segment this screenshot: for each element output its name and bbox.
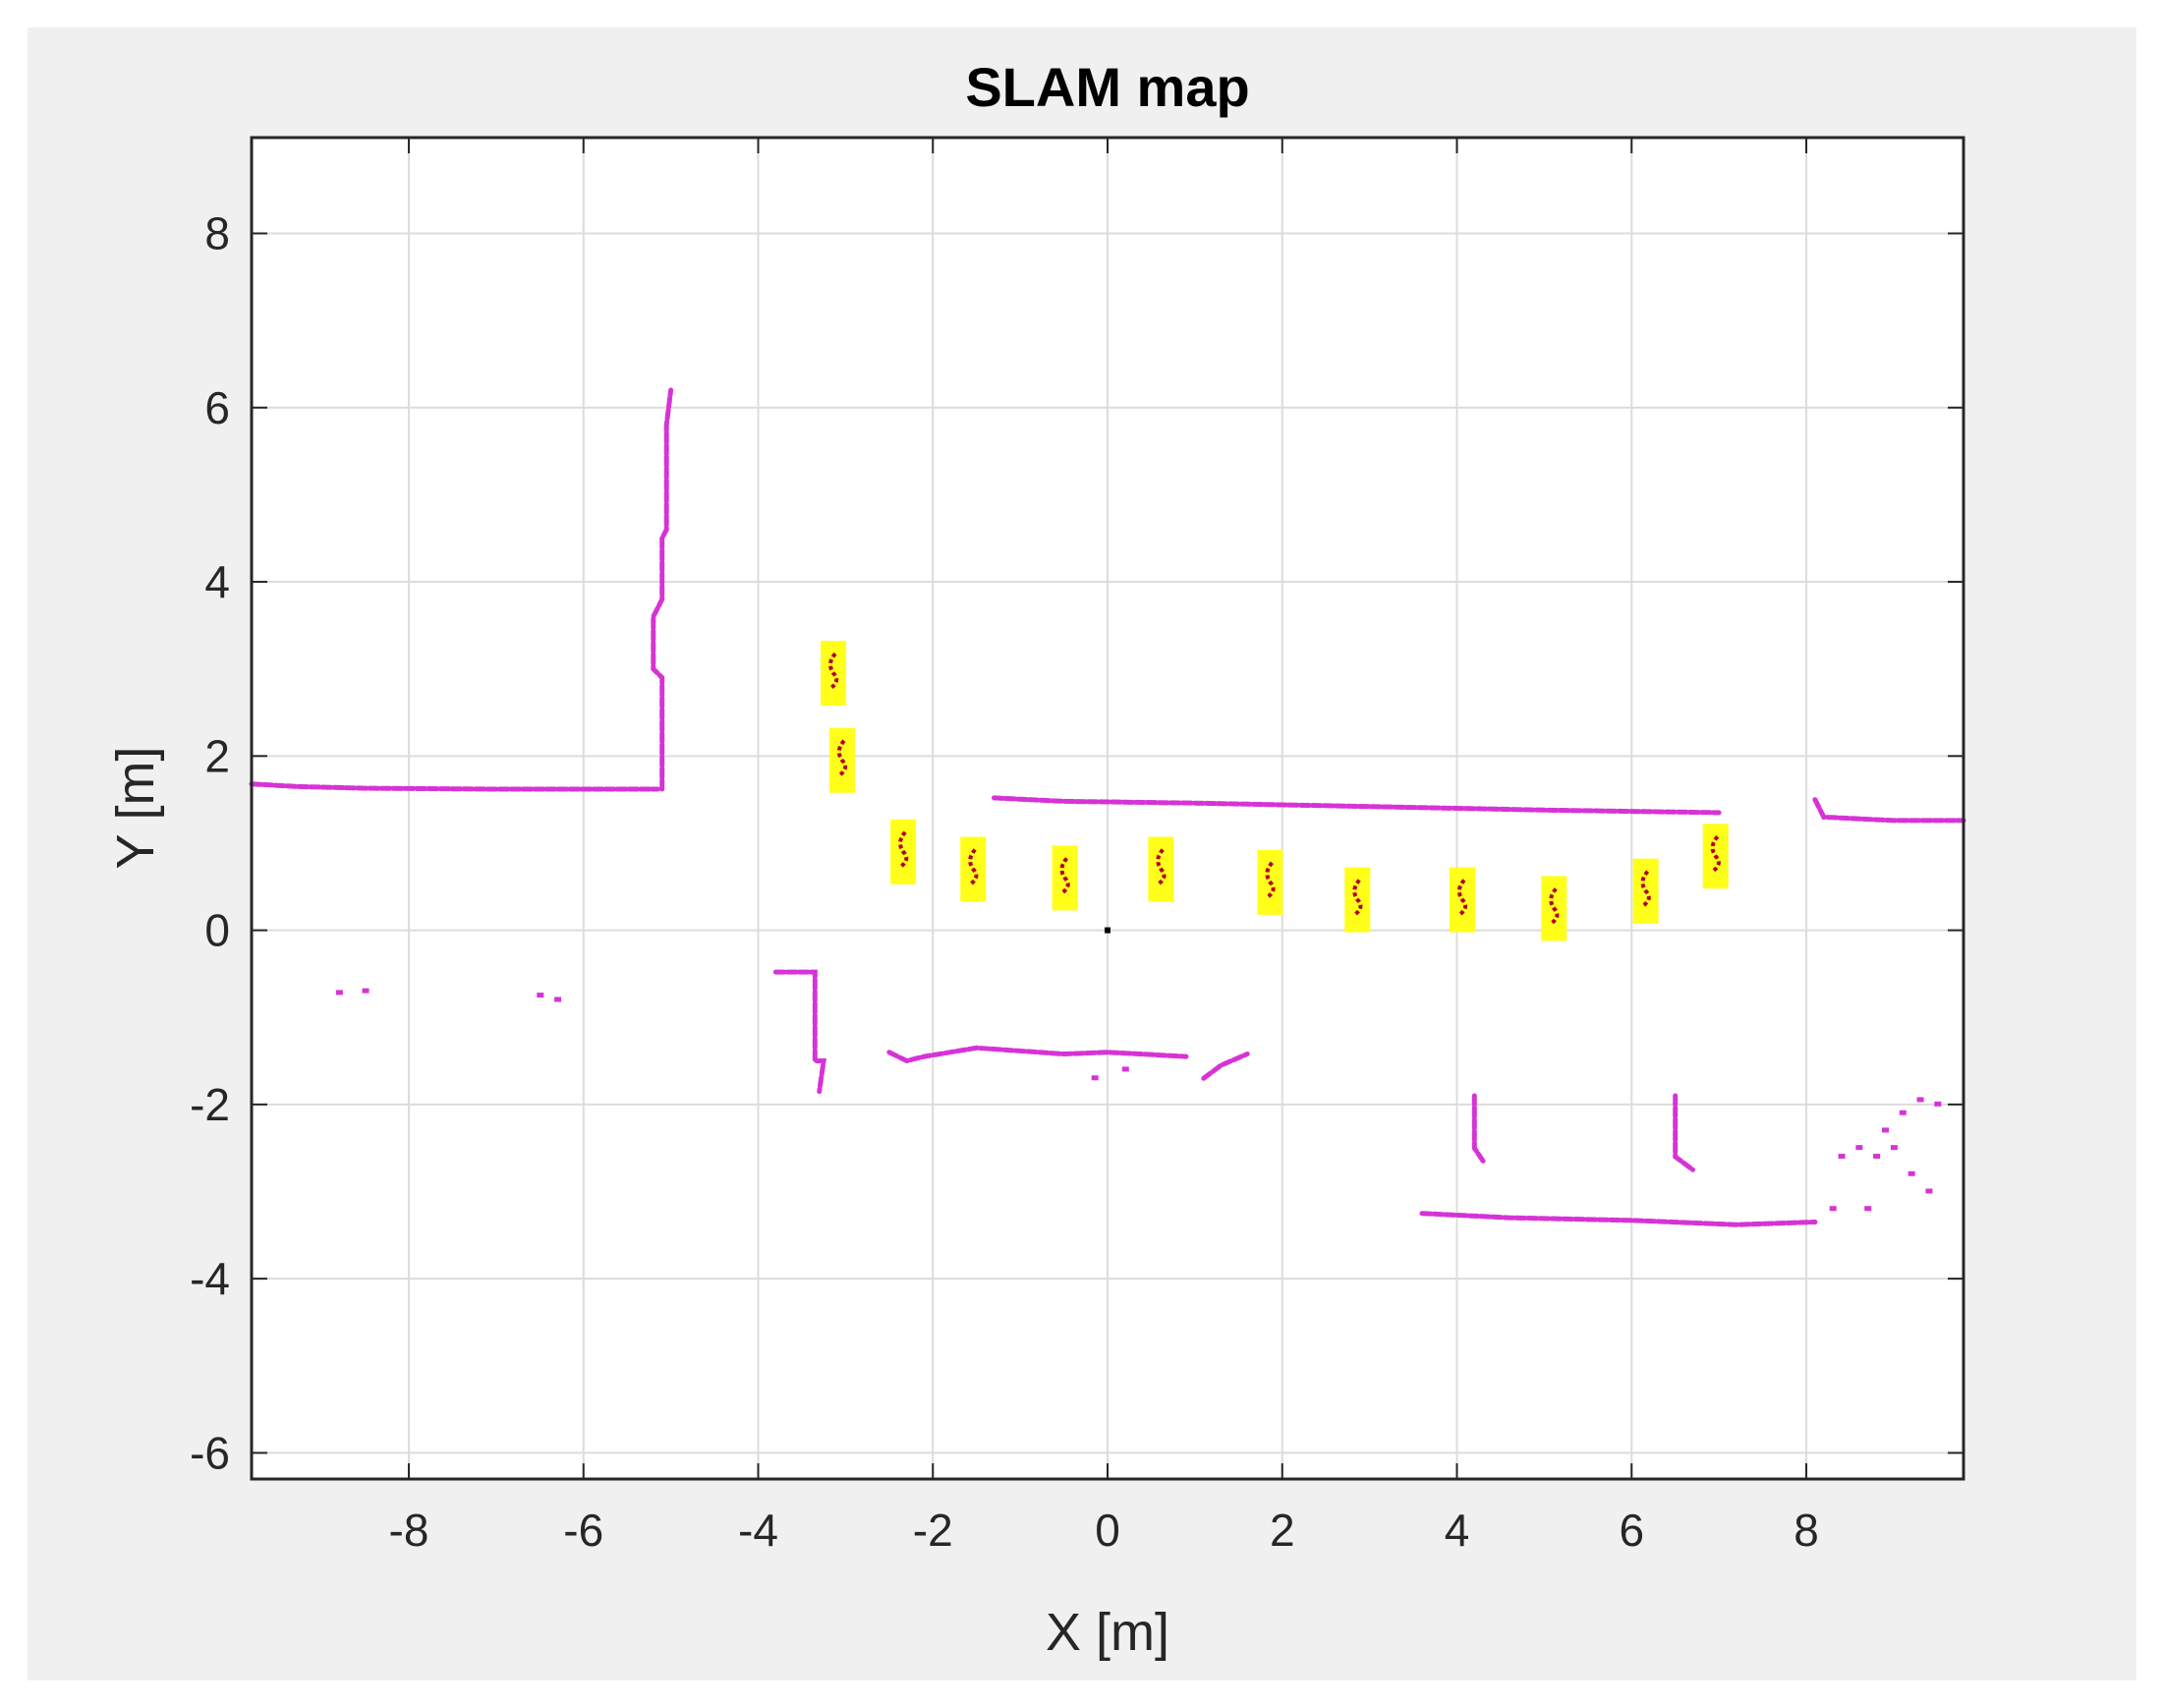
y-tick-label: 4 — [204, 556, 230, 607]
map-point — [1882, 1127, 1890, 1133]
map-point — [1908, 1170, 1915, 1176]
chart-title: SLAM map — [965, 56, 1249, 118]
grid-lines — [252, 138, 1964, 1479]
origin-layer — [1105, 927, 1110, 934]
x-tick-label: -6 — [563, 1505, 603, 1556]
y-tick-label: -6 — [190, 1427, 230, 1478]
map-wall-segment — [886, 1045, 1189, 1064]
map-point — [1916, 1097, 1924, 1103]
origin-marker — [1105, 927, 1110, 934]
y-tick-label: -4 — [190, 1253, 230, 1304]
x-tick-label: 6 — [1619, 1505, 1644, 1556]
map-point — [1829, 1206, 1837, 1212]
landmark-points — [827, 652, 839, 691]
landmark-points — [1456, 879, 1468, 918]
map-point — [1925, 1188, 1933, 1194]
y-tick-label: 6 — [204, 382, 230, 433]
map-wall-segment — [651, 387, 674, 792]
landmark-points — [1265, 861, 1276, 900]
map-point — [1934, 1101, 1942, 1107]
x-tick-label: 4 — [1445, 1505, 1470, 1556]
map-wall-segment — [1201, 1052, 1250, 1081]
landmark-points — [1710, 834, 1721, 874]
map-wall-segment — [992, 795, 1722, 816]
landmark-layer — [821, 641, 1729, 941]
map-wall-segment — [1812, 797, 1966, 824]
map-point — [1838, 1154, 1846, 1160]
x-tick-label: -8 — [389, 1505, 429, 1556]
x-axis-label: X [m] — [1046, 1603, 1169, 1662]
map-point — [1899, 1110, 1907, 1115]
ticks: -8 -6 -4 -2 0 2 4 6 8 -6 -4 -2 0 2 4 6 8 — [190, 138, 1964, 1556]
map-layer — [249, 387, 1966, 1227]
x-tick-label: 2 — [1270, 1505, 1295, 1556]
x-tick-label: 8 — [1794, 1505, 1819, 1556]
figure-window: -8 -6 -4 -2 0 2 4 6 8 -6 -4 -2 0 2 4 6 8 SLAM map X [m] … — [28, 28, 2136, 1680]
map-point — [1864, 1206, 1872, 1212]
map-wall-segment — [1471, 1093, 1486, 1164]
map-point — [335, 990, 343, 996]
map-point — [1890, 1145, 1898, 1151]
map-wall-segment — [1673, 1093, 1695, 1172]
landmark-points — [968, 848, 979, 887]
y-axis-label: Y [m] — [106, 746, 165, 869]
landmark-points — [1549, 887, 1560, 927]
map-point — [1855, 1145, 1863, 1151]
map-point — [1121, 1066, 1129, 1072]
landmark-points — [836, 739, 848, 778]
landmark-points — [1156, 848, 1167, 887]
landmark-points — [1352, 879, 1363, 918]
y-tick-label: 8 — [204, 208, 230, 259]
landmark-points — [1640, 870, 1651, 909]
map-point — [1873, 1154, 1881, 1160]
y-tick-label: 0 — [204, 905, 230, 956]
map-point — [362, 988, 370, 994]
map-point — [554, 996, 562, 1002]
x-tick-label: -2 — [913, 1505, 953, 1556]
map-point — [1091, 1075, 1099, 1081]
y-tick-label: -2 — [190, 1079, 230, 1130]
map-wall-segment — [249, 781, 660, 792]
landmark-points — [897, 830, 909, 870]
map-wall-segment — [1419, 1211, 1818, 1227]
y-tick-label: 2 — [204, 730, 230, 781]
x-tick-label: -4 — [738, 1505, 778, 1556]
map-wall-segment — [772, 969, 826, 1095]
map-point — [537, 993, 544, 998]
x-tick-label: 0 — [1095, 1505, 1120, 1556]
landmark-points — [1059, 857, 1070, 896]
